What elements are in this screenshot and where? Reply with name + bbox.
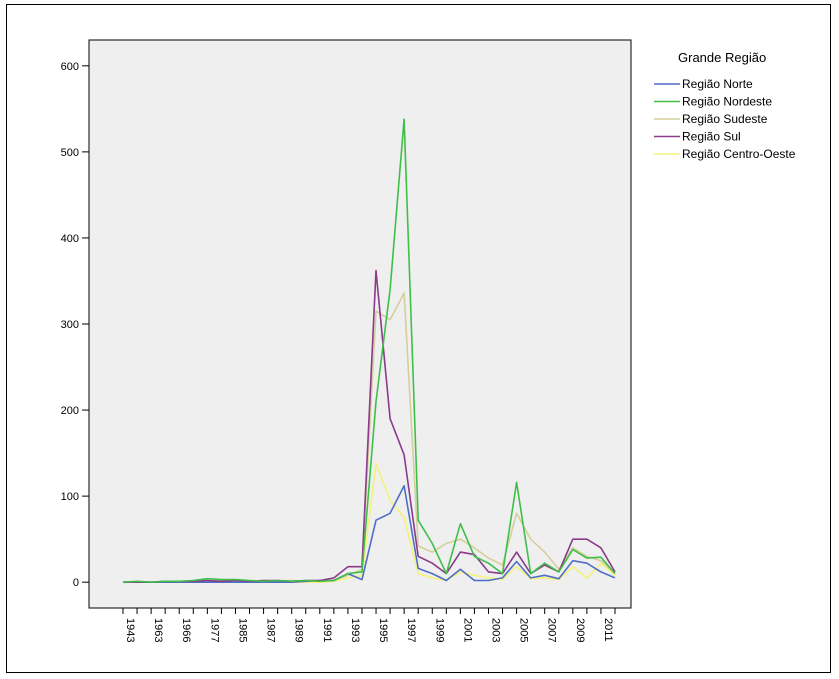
x-tick-label: 2007 xyxy=(546,618,558,642)
x-tick-label: 1966 xyxy=(180,618,192,642)
x-tick-label: 1943 xyxy=(124,618,136,642)
x-tick-label: 1997 xyxy=(405,618,417,642)
plot-area xyxy=(88,39,632,609)
y-tick-label: 600 xyxy=(61,61,79,73)
series-line-regi-o-nordeste xyxy=(122,118,616,584)
series-line-regi-o-norte xyxy=(123,484,616,584)
x-tick-label: 1977 xyxy=(208,618,220,642)
x-tick-label: 1989 xyxy=(293,618,305,642)
x-tick-label: 2005 xyxy=(518,618,530,642)
legend-item-label: Região Sul xyxy=(682,130,741,144)
series-lines xyxy=(122,118,616,584)
x-tick-label: 1995 xyxy=(377,618,389,642)
x-tick-label: 1987 xyxy=(265,618,277,642)
legend-item-label: Região Sudeste xyxy=(682,112,768,126)
x-tick-label: 1993 xyxy=(349,618,361,642)
legend-title: Grande Região xyxy=(678,50,766,65)
legend: Grande Região Região Norte Região Nordest… xyxy=(654,50,796,161)
y-tick-label: 300 xyxy=(61,319,79,331)
legend-item-label: Região Nordeste xyxy=(682,95,772,109)
x-tick-label: 2011 xyxy=(602,618,614,642)
y-axis: 0 100 200 300 400 500 600 xyxy=(61,61,89,589)
legend-item-label: Região Centro-Oeste xyxy=(682,147,796,161)
y-tick-label: 200 xyxy=(61,405,79,417)
x-tick-label: 2009 xyxy=(574,618,586,642)
y-tick-label: 400 xyxy=(61,233,79,245)
x-tick-label: 1985 xyxy=(236,618,248,642)
x-tick-label: 1999 xyxy=(433,618,445,642)
y-tick-label: 100 xyxy=(61,491,79,503)
y-tick-label: 500 xyxy=(61,147,79,159)
x-axis: 1943 1963 1966 1977 1985 1987 1989 1991 1993 1995… xyxy=(122,608,616,642)
legend-item-label: Região Norte xyxy=(682,77,753,91)
x-tick-label: 1963 xyxy=(152,618,164,642)
y-tick-label: 0 xyxy=(73,577,79,589)
x-tick-label: 2003 xyxy=(489,618,501,642)
x-tick-label: 1991 xyxy=(321,618,333,642)
x-tick-label: 2001 xyxy=(461,618,473,642)
